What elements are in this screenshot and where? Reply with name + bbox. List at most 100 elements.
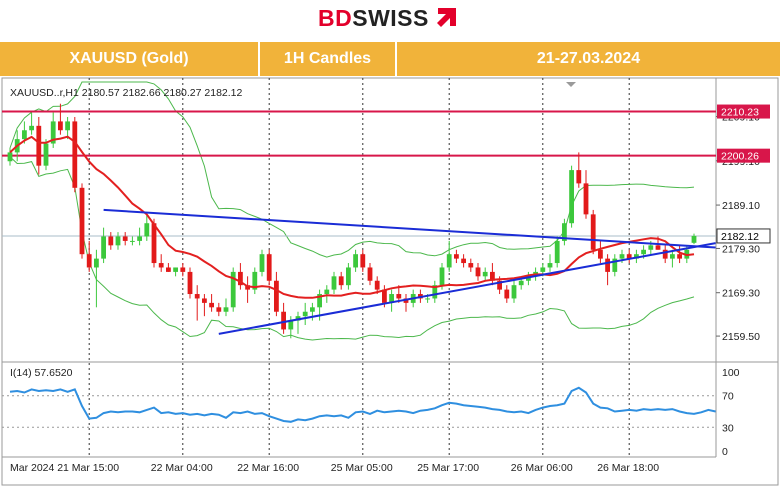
candle-body [144,223,150,237]
trend-line [218,242,716,335]
indicator-y-tick-label: 0 [722,446,728,458]
candle-body [137,236,142,241]
current-price-tag-text: 2182.12 [721,231,759,243]
brand-text-bd: BD [318,5,353,31]
level-price-tag-text: 2200.26 [721,151,759,163]
candle-body [490,271,495,281]
x-tick-label: 26 Mar 06:00 [511,462,573,474]
candle-body [295,316,301,321]
candle-body [540,267,546,272]
candle-body [662,249,668,259]
x-tick-label: 25 Mar 05:00 [331,462,393,474]
chart-header: XAUUSD (Gold) 1H Candles 21-27.03.2024 [0,42,780,76]
price-chart: 2159.502169.302179.302189.102199.102209.… [1,77,779,486]
level-price-tag-text: 2210.23 [721,107,759,119]
candle-body [43,143,49,166]
indicator-y-tick-label: 30 [722,422,734,434]
candle-body [626,254,632,259]
candle-body [230,271,236,308]
candle-body [425,298,430,300]
candle-body [446,254,452,268]
candle-body [130,240,135,242]
x-tick-label: 22 Mar 16:00 [237,462,299,474]
candle-body [389,294,394,303]
indicator-label: I(14) 57.6520 [10,367,73,379]
candle-body [562,223,567,241]
candle-body [374,280,380,290]
candle-body [288,320,294,330]
brand-text-swiss: SWISS [352,5,429,31]
chart-info-text: XAUUSD..r,H1 2180.57 2182.66 2180.27 218… [10,87,242,99]
x-tick-label: 21 Mar 15:00 [57,462,119,474]
candle-body [554,240,560,264]
candle-body [22,130,27,140]
candle-body [36,125,42,166]
trend-line [103,208,716,249]
candle-body [223,307,229,312]
date-range-label: 21-27.03.2024 [397,42,780,76]
chart-frame [1,77,779,486]
moving-average-line [9,135,695,299]
x-tick-label: 25 Mar 17:00 [417,462,479,474]
candle-body [29,125,34,131]
candle-body [180,267,186,272]
candle-body [670,254,675,259]
candle-body [115,236,121,246]
x-tick-label: 26 Mar 18:00 [597,462,659,474]
candle-body [482,271,488,277]
candle-body [194,294,200,299]
candle-body [475,267,481,277]
candle-body [518,280,524,286]
candle-body [432,285,438,299]
x-tick-label: 22 Mar 04:00 [151,462,213,474]
candle-body [583,183,589,215]
candle-body [569,170,574,224]
candle-body [353,254,358,268]
y-tick-label: 2169.30 [722,288,760,300]
candle-body [547,263,553,268]
candle-body [605,258,610,272]
candle-body [158,263,164,268]
indicator-line [9,386,716,423]
candle-body [324,289,330,295]
candle-body [648,245,654,250]
candle-body [360,254,366,268]
timeframe-label: 1H Candles [260,42,397,76]
candle-body [468,263,474,268]
candle-body [511,285,517,299]
candle-body [50,121,56,144]
symbol-label: XAUUSD (Gold) [0,42,260,76]
candle-body [367,267,373,281]
candle-body [331,276,337,290]
candle-body [396,294,402,299]
candle-body [281,311,286,330]
candle-body [641,249,646,255]
brand-logo: BDSWISS [0,0,780,40]
candle-body [612,258,618,272]
candle-body [166,267,171,272]
candle-body [590,214,596,250]
candle-body [252,271,258,290]
candle-body [79,187,85,255]
candle-body [65,121,70,131]
scroll-marker-icon [566,82,576,87]
candle-body [238,271,243,286]
candle-body [209,302,214,308]
brand-wordmark: BDSWISS [318,5,429,32]
candle-body [504,289,510,299]
candle-body [202,298,207,303]
candle-body [101,236,106,259]
lower-band-line [9,156,695,341]
candle-body [346,267,351,286]
candle-body [266,254,272,281]
brand-arrow-icon [437,8,456,27]
y-tick-label: 2179.30 [722,243,760,255]
candle-body [187,271,193,295]
candle-body [173,267,178,272]
candle-body [454,254,459,259]
y-tick-label: 2189.10 [722,200,760,212]
candle-body [619,254,625,259]
candle-body [274,280,279,312]
upper-band-line [9,81,695,258]
candle-body [58,121,63,131]
